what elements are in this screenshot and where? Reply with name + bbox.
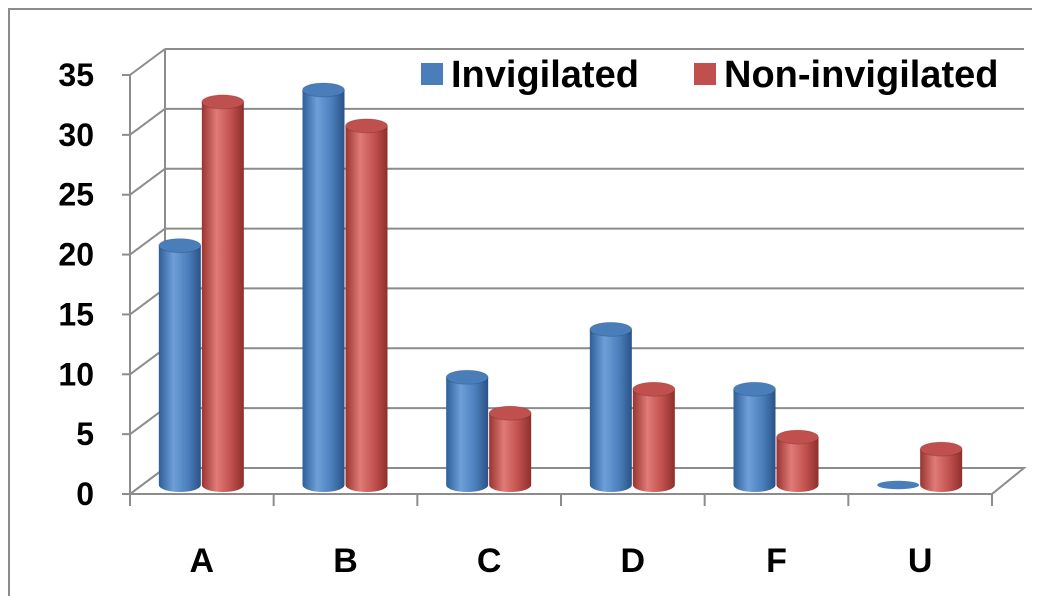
bar-body <box>489 413 532 492</box>
bar-body <box>733 389 776 493</box>
y-tick-label: 20 <box>58 237 94 273</box>
floor <box>126 467 1027 495</box>
gridline-side <box>129 108 166 136</box>
bar-top <box>589 321 633 337</box>
y-tick-label: 0 <box>76 476 94 512</box>
y-tick-label: 25 <box>58 177 94 213</box>
y-tick-label: 30 <box>58 117 94 153</box>
bar-non-invigilated-B <box>345 118 388 493</box>
bar-invigilated-C <box>445 369 489 493</box>
legend-swatch <box>421 63 443 85</box>
bar-top <box>345 118 388 134</box>
axis-layer: 0 5 10 15 20 25 30 35 A B C D F U <box>58 57 993 580</box>
legend-label: Invigilated <box>451 54 639 96</box>
bar-top <box>632 381 676 397</box>
bar-top <box>733 381 776 397</box>
bar-non-invigilated-D <box>632 381 676 493</box>
bar-invigilated-F <box>733 381 776 493</box>
bar-non-invigilated-A <box>201 94 245 493</box>
bar-body <box>158 245 201 493</box>
bar-non-invigilated-F <box>776 429 819 493</box>
bar-top <box>445 369 489 385</box>
x-tick-label: B <box>333 542 358 580</box>
legend-swatch <box>694 63 716 85</box>
grid-layer <box>126 48 1027 495</box>
bar-invigilated-A <box>158 238 202 493</box>
bar-body <box>345 125 388 493</box>
bar-top <box>776 429 819 445</box>
y-tick-label: 5 <box>76 416 94 452</box>
x-tick-label: C <box>477 542 502 580</box>
gridline-side <box>129 227 166 256</box>
bar-body <box>446 377 489 493</box>
y-tick-label: 15 <box>58 296 94 332</box>
bar-body <box>776 437 819 493</box>
bar-invigilated-B <box>302 82 345 493</box>
bar-invigilated-U <box>877 480 920 490</box>
y-tick-label: 35 <box>58 57 94 93</box>
legend: Invigilated Non-invigilated <box>421 54 998 96</box>
bar-flat <box>877 480 920 490</box>
bar-body <box>632 389 675 493</box>
legend-label: Non-invigilated <box>724 54 998 96</box>
x-tick-label: A <box>190 542 215 580</box>
bar-top <box>919 441 963 457</box>
x-tick-label: D <box>621 542 646 580</box>
bar-top <box>488 405 532 421</box>
bar-non-invigilated-C <box>488 405 532 492</box>
x-tick-label: U <box>908 542 933 580</box>
bar-body <box>589 329 632 493</box>
bar-body <box>302 89 345 493</box>
bar-layer <box>158 82 963 493</box>
bar-body <box>201 101 244 493</box>
chart-frame <box>8 8 1032 596</box>
bar-body <box>920 449 963 493</box>
x-tick-label: F <box>766 542 787 580</box>
y-tick-label: 10 <box>58 356 94 392</box>
bar-invigilated-D <box>589 321 633 493</box>
bar-non-invigilated-U <box>919 441 963 493</box>
gridline-side <box>129 167 166 196</box>
bar-top <box>158 238 202 254</box>
bar-top <box>302 82 345 98</box>
bar-top <box>201 94 245 110</box>
gridline-side <box>129 48 166 76</box>
